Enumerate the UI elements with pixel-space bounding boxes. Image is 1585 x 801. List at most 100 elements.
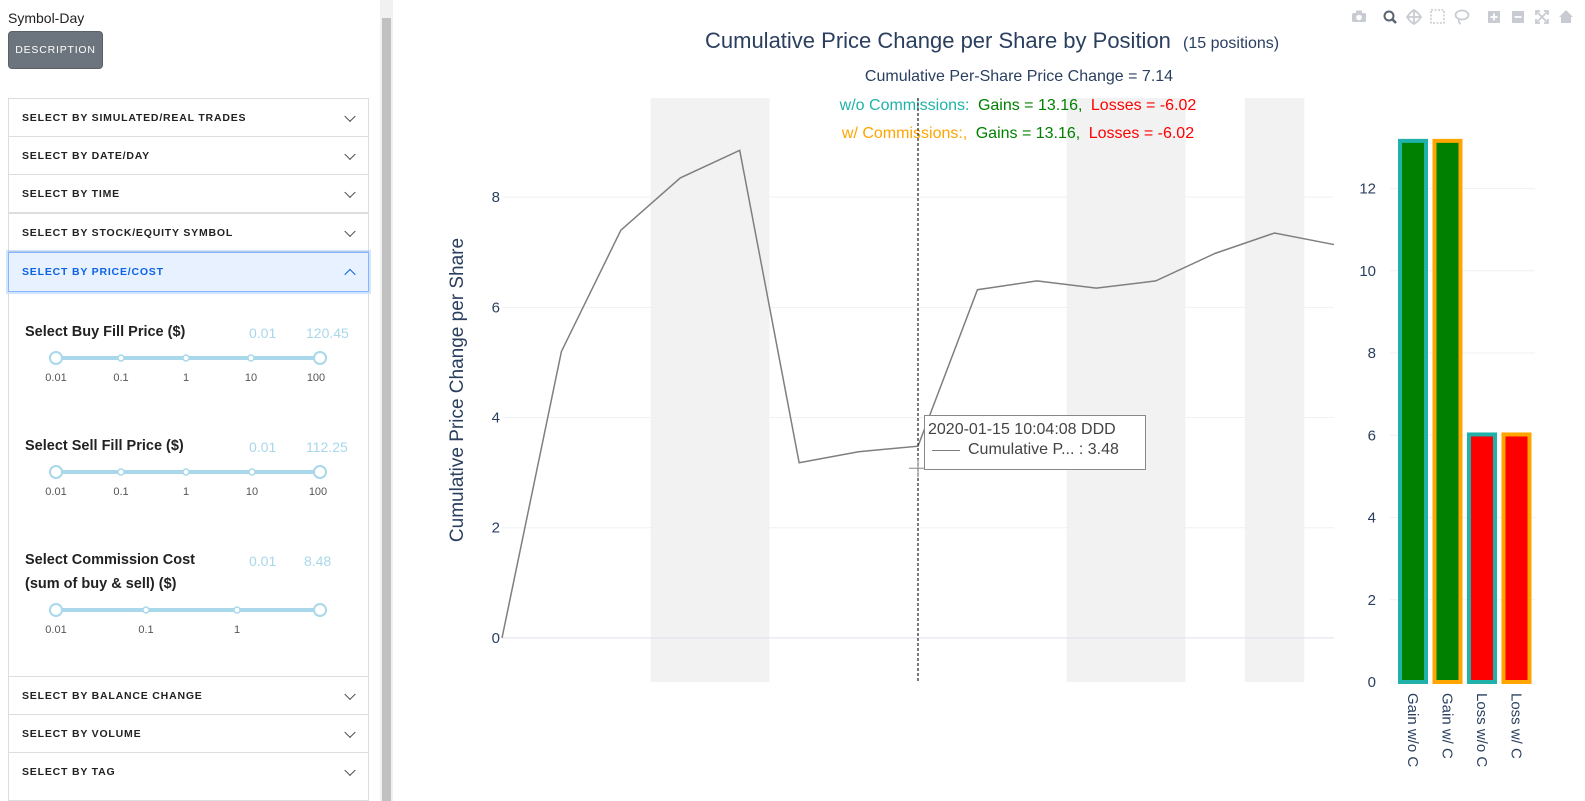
zoom-in-icon[interactable]: [1488, 11, 1500, 23]
buy-fill-price-min-value: 0.01: [249, 325, 277, 341]
slider-mark: [142, 606, 150, 614]
shaded-region: [1066, 98, 1186, 682]
data-point[interactable]: [1272, 230, 1278, 236]
y-tick-label: 8: [492, 189, 500, 206]
bar-chart-bars[interactable]: [1398, 138, 1532, 684]
bar[interactable]: [1501, 432, 1532, 684]
accordion-price-cost[interactable]: SELECT BY PRICE/COST: [8, 252, 369, 292]
data-point[interactable]: [499, 635, 505, 641]
slider-tick-label: 0.01: [45, 624, 66, 636]
slider-tick-label: 0.01: [45, 486, 66, 498]
slider-tick-label: 100: [307, 372, 325, 384]
hover-spike-line: [909, 98, 927, 682]
camera-icon[interactable]: [1352, 10, 1366, 23]
chart-subtitle: Cumulative Per-Share Price Change = 7.14: [865, 68, 1173, 85]
zoom-icon[interactable]: [1383, 10, 1397, 24]
data-point[interactable]: [558, 348, 564, 354]
accordion-stock-symbol[interactable]: SELECT BY STOCK/EQUITY SYMBOL: [8, 213, 369, 252]
commission-cost-label: Select Commission Cost: [25, 552, 196, 568]
y-tick-label: 0: [1368, 674, 1376, 691]
slider-tick-label: 1: [183, 486, 189, 498]
summary-gains: Gains = 13.16,: [978, 97, 1083, 114]
data-point[interactable]: [796, 460, 802, 466]
bar-chart-x-ticks: Gain w/o C Gain w/ C Loss w/o C Loss w/ C: [1404, 693, 1525, 767]
slider-min-handle[interactable]: [49, 465, 63, 479]
slider-min-handle[interactable]: [49, 603, 63, 617]
accordion-simulated-real-trades[interactable]: SELECT BY SIMULATED/REAL TRADES: [8, 98, 369, 137]
slider-tick-label: 1: [183, 372, 189, 384]
data-point[interactable]: [677, 175, 683, 181]
y-tick-label: 2: [492, 520, 500, 537]
slider-mark: [182, 354, 190, 362]
line-series-cumulative-price-change[interactable]: [499, 147, 1337, 641]
sidebar: Symbol-Day DESCRIPTION SELECT BY SIMULAT…: [0, 0, 380, 801]
bar[interactable]: [1467, 432, 1497, 684]
slider-mark: [247, 354, 255, 362]
y-tick-label: 4: [492, 410, 500, 427]
pan-icon[interactable]: [1405, 8, 1423, 26]
lasso-icon[interactable]: [1454, 9, 1470, 25]
accordion-date-day[interactable]: SELECT BY DATE/DAY: [8, 136, 369, 175]
chart-title: Cumulative Price Change per Share by Pos…: [705, 28, 1279, 53]
box-select-icon[interactable]: [1430, 9, 1445, 24]
slider-tick-label: 0.1: [113, 372, 128, 384]
bar[interactable]: [1398, 138, 1428, 684]
summary-without-commissions: w/o Commissions: Gains = 13.16, Losses =…: [839, 97, 1197, 114]
sidebar-scrollbar-thumb[interactable]: [382, 18, 391, 801]
line-chart-y-axis-label: Cumulative Price Change per Share: [447, 238, 468, 542]
commission-cost-label-line2: (sum of buy & sell) ($): [25, 576, 177, 592]
slider-tick-label: 10: [246, 486, 258, 498]
slider-max-handle[interactable]: [313, 465, 327, 479]
sell-fill-price-slider[interactable]: 0.01 0.1 1 10 100: [40, 460, 340, 502]
summary-prefix: w/o Commissions:: [839, 97, 970, 114]
accordion-tag[interactable]: SELECT BY TAG: [8, 752, 369, 801]
accordion-label: SELECT BY STOCK/EQUITY SYMBOL: [22, 226, 234, 239]
zoom-out-icon[interactable]: [1512, 11, 1524, 23]
accordion-label: SELECT BY TIME: [22, 187, 120, 200]
slider-max-handle[interactable]: [313, 603, 327, 617]
line-chart-gridlines: [502, 196, 1334, 639]
data-point[interactable]: [974, 287, 980, 293]
accordion-label: SELECT BY SIMULATED/REAL TRADES: [22, 111, 247, 124]
data-point[interactable]: [1093, 285, 1099, 291]
buy-fill-price-slider[interactable]: 0.01 0.1 1 10 100: [40, 346, 340, 388]
series-line[interactable]: [501, 149, 1335, 639]
shaded-regions: [650, 98, 1305, 682]
summary-with-commissions: w/ Commissions:, Gains = 13.16, Losses =…: [841, 125, 1194, 142]
hover-tooltip: 2020-01-15 10:04:08 DDD Cumulative P... …: [924, 415, 1146, 470]
bar-chart-y-ticks: 0 2 4 6 8 10 12: [1359, 181, 1376, 691]
home-icon[interactable]: [1559, 10, 1573, 23]
data-point[interactable]: [856, 449, 862, 455]
commission-cost-max-value: 8.48: [304, 553, 332, 569]
sell-fill-price-min-value: 0.01: [249, 439, 277, 455]
data-point[interactable]: [1153, 278, 1159, 284]
description-button[interactable]: DESCRIPTION: [8, 31, 103, 69]
summary-gains: Gains = 13.16,: [976, 125, 1081, 142]
slider-min-handle[interactable]: [49, 351, 63, 365]
slider-tick-label: 0.01: [45, 372, 66, 384]
chart-title-note: (15 positions): [1183, 35, 1279, 52]
slider-tick-label: 0.1: [113, 486, 128, 498]
slider-mark: [248, 468, 256, 476]
autoscale-icon[interactable]: [1535, 10, 1549, 24]
commission-cost-slider[interactable]: 0.01 0.1 1: [40, 598, 340, 640]
accordion-balance-change[interactable]: SELECT BY BALANCE CHANGE: [8, 676, 369, 715]
chart-title-main: Cumulative Price Change per Share by Pos…: [705, 28, 1171, 53]
data-point[interactable]: [737, 147, 743, 153]
accordion-volume[interactable]: SELECT BY VOLUME: [8, 714, 369, 753]
buy-fill-price-max-value: 120.45: [306, 325, 349, 341]
data-point[interactable]: [1331, 242, 1337, 248]
accordion-label: SELECT BY VOLUME: [22, 727, 142, 740]
accordion-time[interactable]: SELECT BY TIME: [8, 174, 369, 213]
data-point[interactable]: [618, 227, 624, 233]
slider-max-handle[interactable]: [313, 351, 327, 365]
y-tick-label: 8: [1368, 345, 1376, 362]
summary-prefix: w/ Commissions:,: [841, 125, 967, 142]
slider-tick-label: 100: [309, 486, 327, 498]
price-cost-panel: [8, 292, 369, 677]
y-tick-label: 4: [1368, 510, 1376, 527]
bar[interactable]: [1432, 138, 1463, 684]
data-point[interactable]: [1212, 250, 1218, 256]
data-point[interactable]: [1034, 278, 1040, 284]
